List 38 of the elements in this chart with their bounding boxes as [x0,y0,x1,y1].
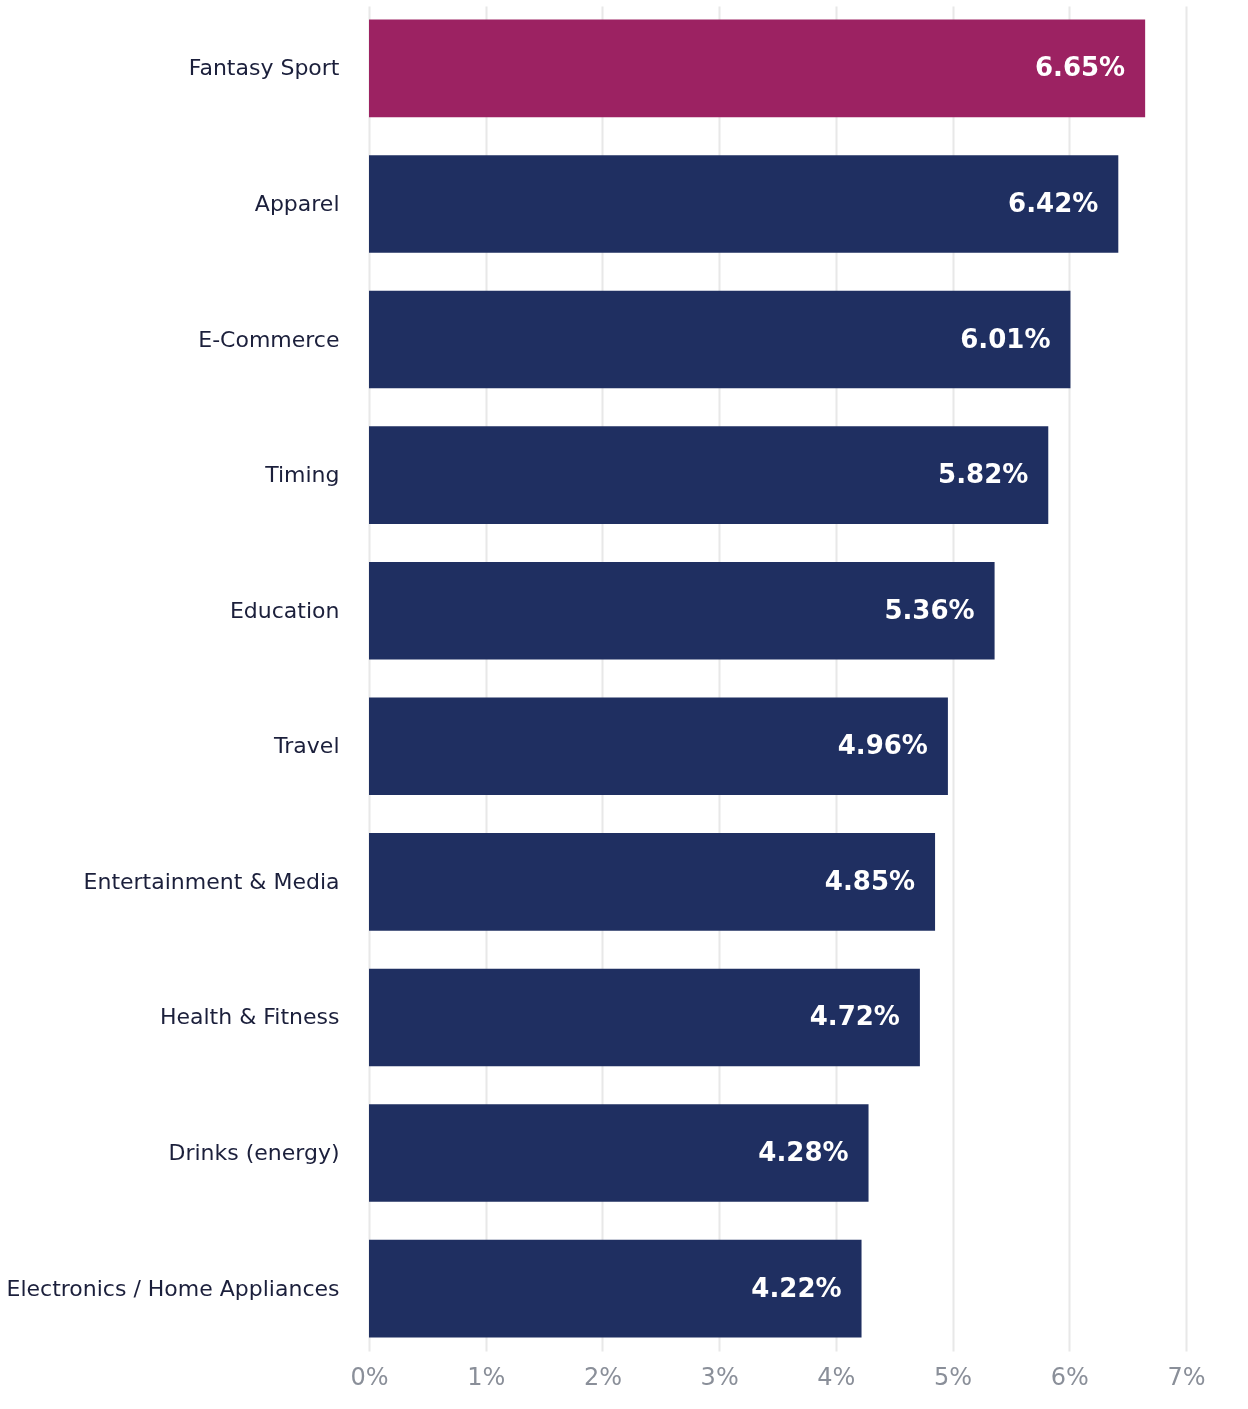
x-tick-label: 2% [583,1362,622,1391]
y-tick-label: Travel [273,733,340,759]
y-tick-label: E-Commerce [198,326,340,352]
data-label: 6.65% [1034,52,1126,83]
bar [369,426,1049,524]
data-label: 4.28% [758,1137,849,1168]
data-label: 6.42% [1008,187,1099,218]
y-tick-label: Electronics / Home Appliances [6,1275,340,1301]
bar [369,968,920,1067]
bar [369,833,936,931]
x-tick-label: 1% [467,1362,506,1391]
y-tick-label: Apparel [254,190,340,216]
x-tick-label: 6% [1050,1362,1089,1391]
bar [369,155,1119,253]
data-label: 6.01% [960,323,1051,354]
data-label: 4.96% [837,730,928,761]
bar [369,561,995,660]
y-tick-label: Health & Fitness [159,1004,340,1030]
x-tick-label: 5% [934,1362,973,1391]
bar [369,697,948,796]
data-label: 5.36% [884,594,975,625]
data-label: 4.85% [824,865,916,896]
data-label: 4.22% [751,1272,842,1303]
y-tick-label: Drinks (energy) [168,1140,340,1166]
bar [369,290,1071,389]
y-tick-label: Education [229,597,340,623]
x-tick-label: 7% [1167,1362,1206,1391]
x-tick-label: 3% [700,1362,739,1391]
bar [369,1104,869,1202]
y-tick-label: Timing [264,462,340,488]
data-label: 4.72% [809,1001,900,1032]
x-tick-label: 4% [817,1362,856,1391]
bar [369,19,1146,118]
y-tick-label: Fantasy Sport [188,55,340,81]
bar [369,1239,862,1338]
data-label: 5.82% [938,459,1029,490]
y-tick-label: Entertainment & Media [83,868,340,894]
x-tick-label: 0% [350,1362,389,1391]
